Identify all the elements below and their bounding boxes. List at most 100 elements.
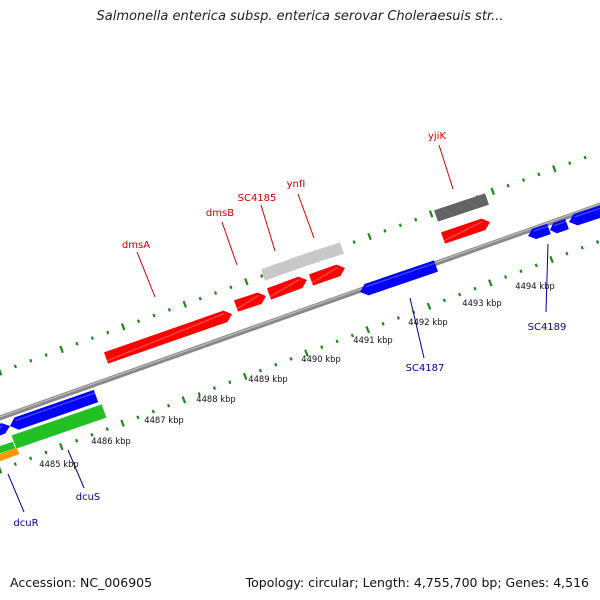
gene-label-SC4185: SC4185 [238,193,277,204]
inner-tick-ring [0,240,600,474]
inner-tick [120,419,125,427]
gene-blue-edge [0,423,10,436]
inner-tick [75,438,79,443]
outer-tick [13,364,17,369]
inner-tick [442,298,446,303]
outer-tick [521,178,526,182]
outer-tick [352,240,356,245]
inner-tick [534,263,538,268]
outer-tick [367,232,372,241]
inner-tick [29,456,33,461]
feature-light-1 [260,254,308,281]
gene-labels: dmsA dmsB SC4185 ynfI yjiK dcuR dcuS SC4187 SC41… [13,131,566,529]
inner-tick [44,450,48,455]
outer-tick [244,278,249,286]
inner-tick [580,245,584,250]
tick-label-4490-kbp: 4490 kbp [301,354,340,364]
leader-dcuS [67,449,85,489]
topology-label: Topology: circular; Length: 4,755,700 bp… [245,575,589,590]
inner-tick [304,349,309,357]
tick-label-4486-kbp: 4486 kbp [91,436,130,446]
leader-dcuR [7,473,25,513]
outer-tick [75,341,79,346]
inner-tick [365,325,371,334]
inner-tick [151,409,155,414]
outer-tick [120,323,126,331]
leader-SC4187 [409,297,425,359]
outer-tick [260,274,264,278]
inner-tick [335,339,339,344]
tick-label-4489-kbp: 4489 kbp [248,374,287,384]
gene-dmsB-shine [236,294,259,310]
tick-label-4491-kbp: 4491 kbp [353,335,392,345]
gene-blue-a-shine [533,225,549,232]
inner-tick [181,396,187,404]
outer-tick [383,228,387,233]
gene-yjiK [440,218,490,244]
feature-orange [0,447,20,462]
backbone-highlight [0,203,600,418]
gene-ynfI-shine [311,266,338,284]
gene-label-dcuR: dcuR [13,518,38,529]
outer-tick [583,155,587,160]
gene-blue-left [10,389,99,430]
leader-dmsA [136,251,156,298]
inner-tick [350,333,355,338]
gene-SC4185-shine [269,278,300,298]
gene-label-dmsB: dmsB [206,208,234,219]
outer-tick [414,217,418,222]
gene-SC4189-shine [574,207,600,218]
outer-tick [182,300,188,308]
gene-label-yjiK: yjiK [428,131,446,142]
feature-green-1 [11,404,107,449]
backbone-line [0,202,600,421]
inner-tick [426,302,432,310]
tick-label-4492-kbp: 4492 kbp [408,317,447,327]
inner-tick [59,442,64,451]
tick-label-4493-kbp: 4493 kbp [462,298,501,308]
gene-yjiK-shine [443,220,483,242]
outer-tick [44,353,48,357]
gene-blue-edge-shine [0,425,3,429]
tick-label-4487-kbp: 4487 kbp [144,415,183,425]
gene-blue-a [528,223,551,239]
outer-tick [198,296,202,301]
inner-tick [519,269,523,274]
accession-label: Accession: NC_006905 [10,575,153,590]
inner-tick [595,240,600,244]
tick-label-4488-kbp: 4488 kbp [196,394,235,404]
outer-tick [552,165,557,173]
gene-dmsA-shine [106,312,225,362]
tick-labels: 4485 kbp 4486 kbp 4487 kbp 4488 kbp 4489 kbp… [39,281,554,469]
inner-tick [105,427,109,431]
outer-tick [213,291,218,295]
leader-dmsB [221,221,238,266]
outer-tick [229,285,233,290]
leader-ynfI [297,193,315,239]
gene-SC4185 [266,276,307,300]
outer-tick [29,358,33,363]
leader-SC4189 [545,243,549,313]
inner-tick [0,466,3,474]
outer-tick [490,187,495,195]
tick-label-4494-kbp: 4494 kbp [515,281,554,291]
inner-tick [504,275,508,279]
inner-tick [228,380,232,385]
gene-ynfI [308,264,345,286]
genome-backbone [0,202,600,421]
gene-SC4189 [569,205,600,226]
tick-label-4485-kbp: 4485 kbp [39,459,78,469]
inner-tick [13,462,17,467]
leader-yjiK [438,144,454,190]
gene-label-SC4189: SC4189 [528,322,567,333]
gene-label-dcuS: dcuS [76,492,101,503]
outer-tick [167,308,171,312]
gene-dmsA [103,310,233,364]
inner-tick [549,255,554,264]
inner-tick [381,321,385,326]
gene-dmsB [233,292,266,312]
leader-SC4185 [260,204,276,252]
outer-tick [90,336,94,341]
outer-tick [428,210,434,218]
gene-SC4187 [360,260,439,296]
